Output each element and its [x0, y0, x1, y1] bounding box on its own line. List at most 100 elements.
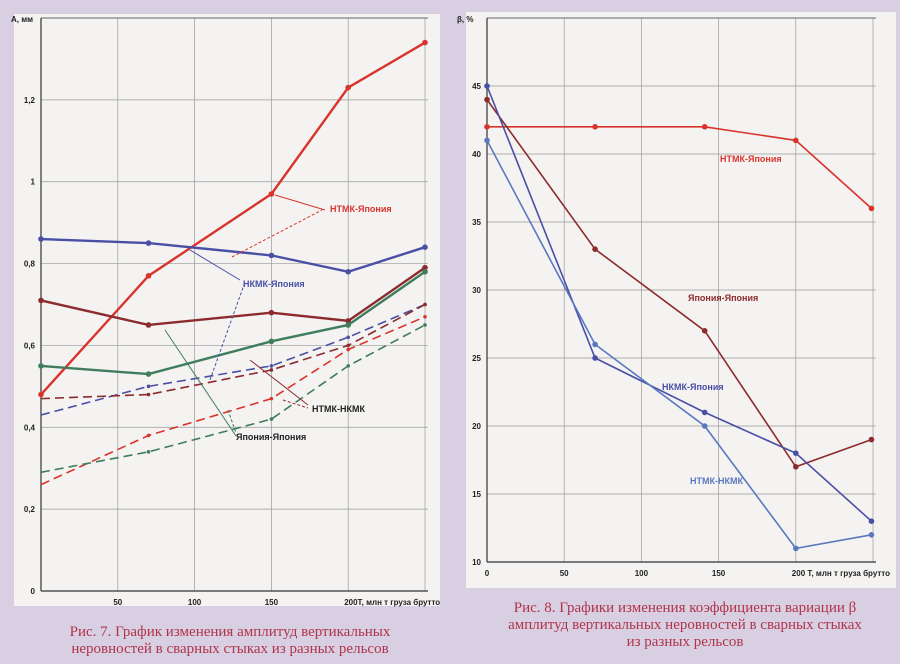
x-tick-label: 150: [265, 598, 279, 607]
y-tick-label: 45: [472, 82, 481, 91]
series-line: [40, 270, 426, 376]
caption-line: Рис. 8. Графики изменения коэффициента в…: [513, 600, 857, 616]
data-point: [269, 364, 274, 368]
data-point: [38, 363, 44, 369]
y-tick-label: 0,6: [24, 341, 36, 350]
data-point: [345, 268, 352, 275]
data-point: [793, 137, 799, 144]
data-point: [701, 409, 708, 416]
y-axis-label: β, %: [457, 15, 473, 24]
figure-8-panel: [466, 12, 896, 588]
chart-fig8: 10 15 20 25 30 35 40 45 0 50 100 150 200 Т, млн т гр…: [457, 15, 890, 578]
x-tick-label: 100: [635, 569, 649, 578]
data-point: [146, 433, 151, 438]
annotation-arrow: [249, 359, 309, 406]
series-annotation-label: Япония-Япония: [688, 293, 758, 303]
data-point: [345, 84, 352, 91]
data-point: [484, 83, 490, 89]
y-tick-label: 20: [472, 422, 481, 431]
y-tick-label: 30: [472, 286, 481, 295]
series-line: [40, 316, 426, 486]
y-tick-label: 1: [31, 178, 36, 187]
series-line: [40, 303, 426, 416]
annotation-arrow: [227, 409, 237, 434]
annotation-arrow: [164, 329, 237, 437]
data-point: [422, 264, 428, 271]
data-point: [145, 273, 152, 279]
annotation-arrow: [274, 194, 326, 211]
data-point: [868, 518, 875, 524]
series-line: [486, 85, 872, 522]
data-point: [484, 124, 490, 130]
y-tick-label: 0,4: [24, 423, 36, 432]
data-point: [145, 322, 152, 328]
data-point: [146, 384, 151, 389]
data-point: [146, 392, 151, 397]
y-tick-label: 0,8: [24, 260, 36, 269]
data-point: [146, 450, 151, 454]
data-point: [592, 355, 598, 361]
series-annotation-label: НКМК-Япония: [243, 279, 305, 289]
x-tick-label: 200 Т, млн т груза брутто: [792, 569, 890, 578]
data-point: [268, 191, 275, 197]
series-line: [486, 99, 872, 468]
data-point: [484, 137, 490, 144]
data-point: [423, 314, 427, 319]
annotation-arrow: [282, 399, 309, 409]
data-point: [592, 246, 598, 252]
x-tick-label: 200Т, млн т груза брутто: [344, 598, 440, 607]
figure-7-caption: Рис. 7. График изменения амплитуд вертик…: [20, 624, 440, 658]
data-point: [592, 124, 598, 130]
chart-fig7: 0 0,2 0,4 0,6 0,8 1 1,2 50 100 150 200Т, млн т гру…: [11, 15, 440, 607]
x-tick-label: 150: [712, 569, 726, 578]
series-annotation-label: НТМК-Япония: [330, 204, 392, 214]
data-point: [701, 328, 708, 334]
data-point: [38, 391, 44, 398]
data-point: [423, 323, 427, 327]
data-point: [145, 371, 152, 377]
data-point: [268, 309, 275, 316]
annotation-arrow: [189, 249, 241, 281]
y-tick-label: 1,2: [24, 96, 36, 105]
data-point: [793, 545, 799, 552]
series-annotation-label: НКМК-Япония: [662, 382, 724, 392]
data-point: [38, 297, 44, 304]
data-point: [422, 244, 428, 250]
figure-8-caption: Рис. 8. Графики изменения коэффициента в…: [470, 600, 900, 651]
data-point: [868, 532, 875, 538]
y-tick-label: 0,2: [24, 505, 36, 514]
data-point: [345, 318, 352, 324]
series-annotation-label: Япония-Япония: [236, 432, 306, 442]
x-tick-label: 100: [188, 598, 202, 607]
data-point: [484, 96, 490, 103]
data-point: [701, 423, 708, 429]
y-tick-label: 25: [472, 354, 481, 363]
x-tick-label: 0: [485, 569, 490, 578]
caption-line: амплитуд вертикальных неровностей в свар…: [508, 617, 862, 633]
data-point: [268, 338, 275, 345]
data-point: [346, 347, 351, 352]
y-axis-label: А, мм: [11, 15, 33, 24]
annotation-arrow: [231, 209, 323, 258]
data-point: [868, 436, 875, 443]
data-point: [592, 341, 598, 348]
caption-line: неровностей в сварных стыках из разных р…: [71, 641, 389, 657]
data-point: [422, 39, 428, 46]
data-point: [268, 252, 275, 259]
series-line: [487, 126, 872, 209]
data-point: [38, 236, 44, 242]
y-tick-label: 35: [472, 218, 481, 227]
series-annotation-label: НТМК-Япония: [720, 154, 782, 164]
data-point: [269, 396, 274, 401]
x-tick-label: 50: [560, 569, 569, 578]
data-point: [423, 302, 427, 307]
series-line: [486, 140, 872, 550]
y-tick-label: 40: [472, 150, 481, 159]
data-point: [269, 417, 274, 421]
series-line: [40, 324, 426, 474]
data-point: [345, 322, 352, 328]
series-annotation-label: НТМК-НКМК: [690, 476, 743, 486]
data-point: [422, 268, 428, 275]
caption-line: из разных рельсов: [626, 634, 744, 650]
